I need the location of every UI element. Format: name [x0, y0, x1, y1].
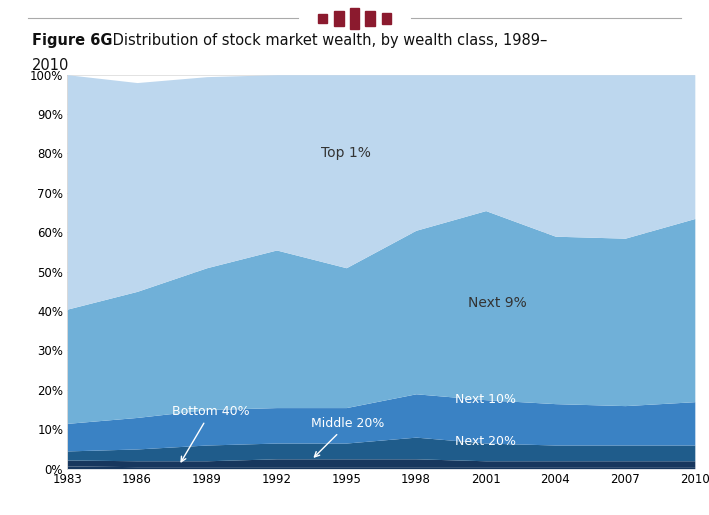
Text: Next 20%: Next 20% — [455, 435, 516, 449]
Bar — [335, 11, 343, 26]
Bar — [382, 13, 391, 24]
Text: Distribution of stock market wealth, by wealth class, 1989–: Distribution of stock market wealth, by … — [108, 33, 547, 48]
Bar — [318, 14, 328, 23]
Bar — [366, 11, 374, 26]
Text: Next 9%: Next 9% — [468, 296, 527, 310]
Text: Figure 6G: Figure 6G — [32, 33, 113, 48]
Bar — [350, 8, 359, 29]
Text: Next 10%: Next 10% — [455, 393, 516, 406]
Text: Middle 20%: Middle 20% — [311, 417, 385, 457]
Text: Bottom 40%: Bottom 40% — [172, 405, 250, 462]
Text: Top 1%: Top 1% — [321, 146, 372, 161]
Text: 2010: 2010 — [32, 58, 69, 73]
